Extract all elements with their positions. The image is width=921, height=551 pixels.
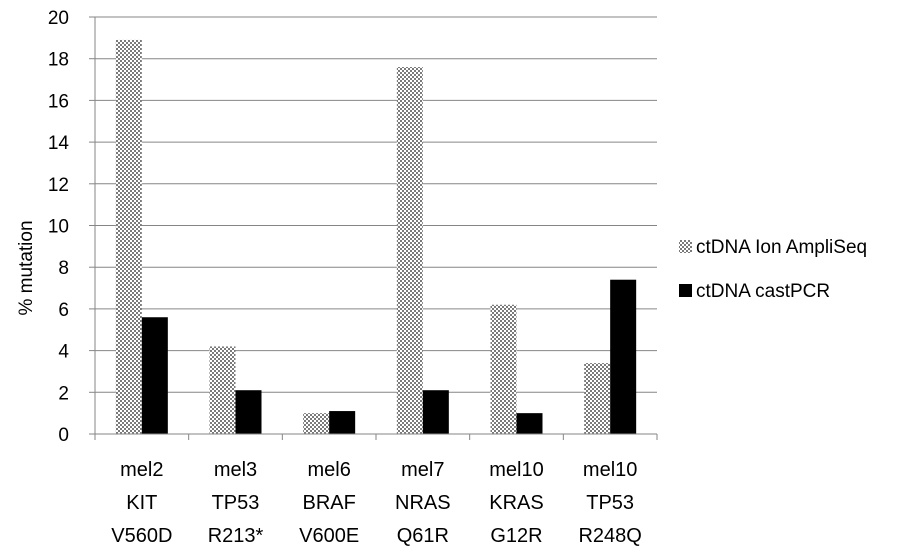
legend-swatch <box>679 284 692 297</box>
bar-castpcr <box>610 279 637 434</box>
category-label: KIT <box>126 492 157 514</box>
bar-castpcr <box>235 390 262 434</box>
y-tick-label: 0 <box>58 425 69 446</box>
legend-swatch <box>679 240 692 253</box>
y-tick-label: 14 <box>48 133 70 154</box>
axes <box>94 17 658 440</box>
category-label: NRAS <box>395 492 451 514</box>
category-label: V560D <box>111 525 172 547</box>
y-tick-label: 2 <box>58 383 69 404</box>
y-tick-label: 20 <box>48 8 69 29</box>
category-label: R248Q <box>578 525 641 547</box>
y-tick-label: 8 <box>58 258 69 279</box>
category-label: mel7 <box>401 459 444 481</box>
category-label: mel2 <box>120 459 163 481</box>
legend-label: ctDNA Ion AmpliSeq <box>696 237 867 258</box>
bar-ion-ampliseq <box>209 346 236 434</box>
category-label: V600E <box>299 525 359 547</box>
y-tick-label: 4 <box>58 342 69 363</box>
y-axis-title: % mutation <box>16 220 37 315</box>
y-tick-label: 6 <box>58 300 69 321</box>
y-tick-label: 12 <box>48 175 69 196</box>
bar-castpcr <box>516 413 543 434</box>
category-label: G12R <box>490 525 542 547</box>
category-label: Q61R <box>397 525 449 547</box>
category-labels: mel2 KIT V560D mel3 TP53 R213* mel6 BRAF V600E me… <box>111 459 642 547</box>
y-tick-label: 16 <box>48 91 69 112</box>
category-label: TP53 <box>212 492 260 514</box>
bar-ion-ampliseq <box>115 39 142 435</box>
category-label: mel3 <box>214 459 257 481</box>
category-label: mel6 <box>307 459 350 481</box>
bar-ion-ampliseq <box>303 413 330 434</box>
y-tick-labels: 0 2 4 6 8 10 12 14 16 18 20 <box>48 8 95 446</box>
bar-ion-ampliseq <box>490 304 517 434</box>
category-label: mel10 <box>489 459 543 481</box>
y-tick-label: 10 <box>48 217 69 238</box>
y-tick-label: 18 <box>48 50 69 71</box>
category-label: mel10 <box>583 459 637 481</box>
bar-castpcr <box>422 390 449 434</box>
bar-castpcr <box>329 411 356 434</box>
legend-label: ctDNA castPCR <box>696 281 830 302</box>
category-label: TP53 <box>586 492 634 514</box>
category-label: KRAS <box>489 492 543 514</box>
bar-castpcr <box>141 317 168 434</box>
bar-ion-ampliseq <box>584 363 611 434</box>
category-label: R213* <box>208 525 264 547</box>
legend: ctDNA Ion AmpliSeq ctDNA castPCR <box>679 237 867 302</box>
gridlines <box>95 16 657 393</box>
bar-ion-ampliseq <box>396 67 423 434</box>
bars <box>115 39 637 435</box>
category-label: BRAF <box>302 492 355 514</box>
